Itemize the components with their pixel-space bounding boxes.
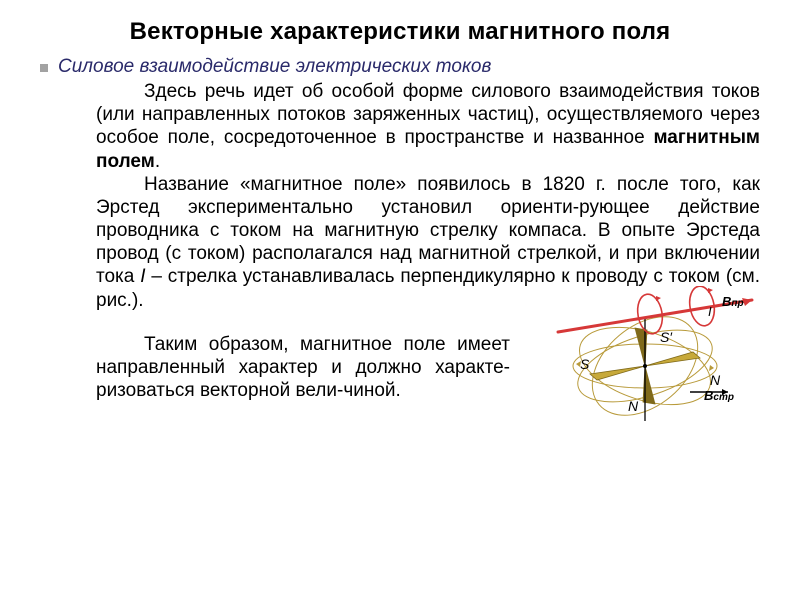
label-b-pr-b: B: [722, 294, 731, 309]
body-text: Здесь речь идет об особой форме силового…: [96, 80, 760, 312]
label-s-prime: S′: [660, 329, 672, 345]
bullet-icon: [40, 64, 48, 72]
label-b-str: Bстр: [704, 388, 734, 403]
label-b-str-sub: стр: [713, 392, 734, 403]
subtitle-text: Силовое взаимодействие электрических ток…: [58, 56, 491, 78]
label-n-right: N: [710, 372, 720, 388]
label-s: S: [580, 356, 589, 372]
paragraph-1: Здесь речь идет об особой форме силового…: [96, 80, 760, 173]
subtitle-row: Силовое взаимодействие электрических ток…: [40, 56, 760, 78]
para1-b: .: [155, 151, 160, 172]
label-b-pr-sub: пр: [731, 298, 743, 309]
label-b-pr: Bпр: [722, 294, 744, 309]
label-b-str-b: B: [704, 388, 713, 403]
oersted-figure: Bпр I S′ S N Bстр N: [530, 286, 760, 426]
label-n-bottom: N: [628, 398, 638, 414]
paragraph-3: Таким образом, магнитное поле имеет напр…: [96, 333, 510, 403]
slide-title: Векторные характеристики магнитного поля: [40, 18, 760, 46]
label-i: I: [708, 304, 712, 319]
